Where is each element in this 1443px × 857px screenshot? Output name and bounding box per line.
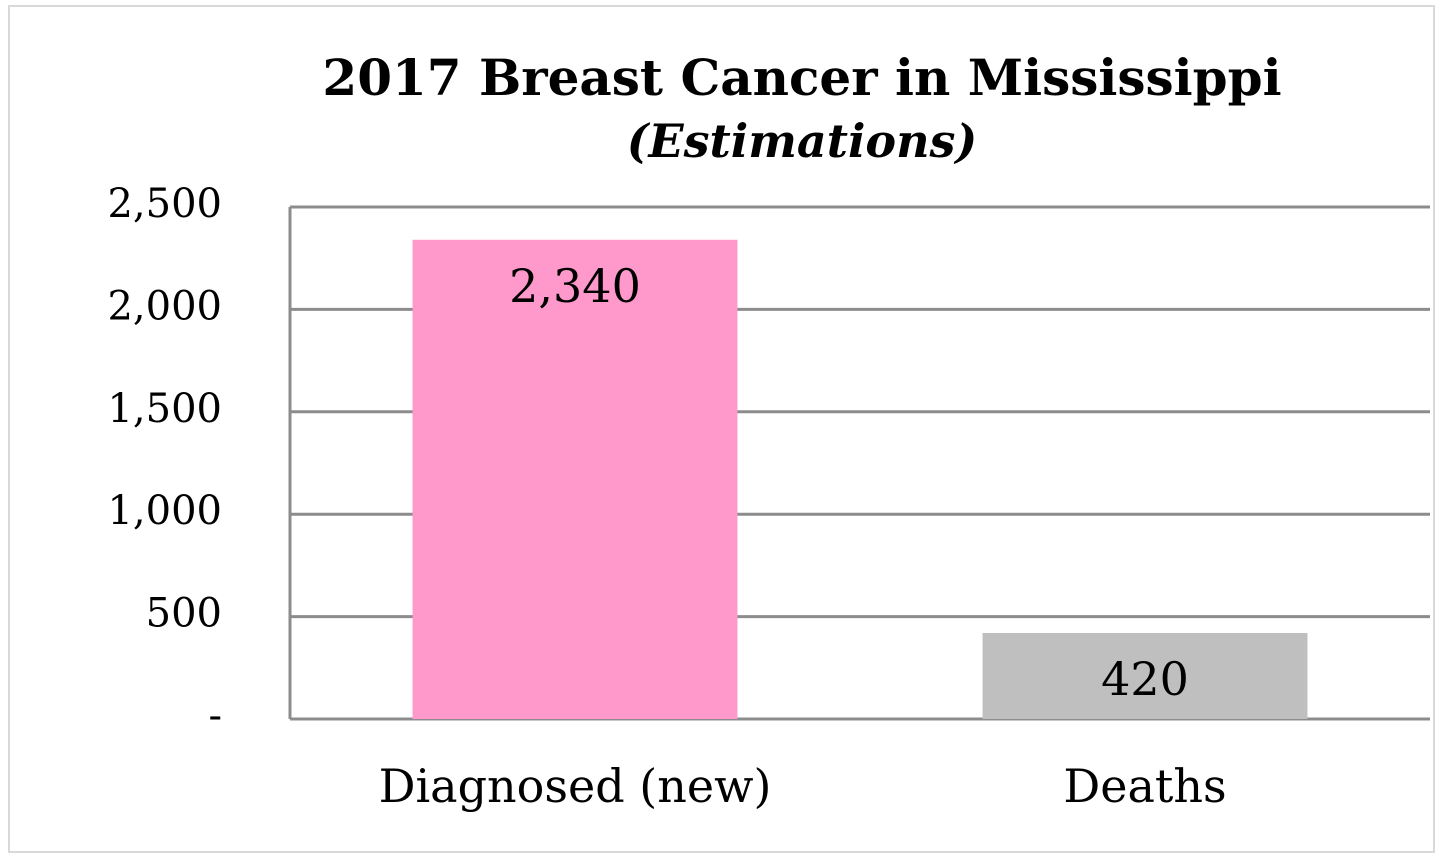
chart-subtitle: (Estimations) bbox=[627, 114, 977, 168]
y-tick-label: 1,500 bbox=[107, 386, 222, 432]
y-tick-label: 2,500 bbox=[107, 181, 222, 227]
y-tick-label: - bbox=[208, 693, 222, 739]
bar bbox=[412, 239, 738, 719]
data-label: 2,340 bbox=[509, 259, 641, 313]
y-tick-label: 1,000 bbox=[107, 488, 222, 534]
bar bbox=[982, 632, 1308, 719]
y-tick-label: 2,000 bbox=[107, 283, 222, 329]
data-label: 420 bbox=[1101, 652, 1189, 706]
x-tick-label: Deaths bbox=[1063, 759, 1226, 813]
y-tick-label: 500 bbox=[146, 591, 222, 637]
x-tick-label: Diagnosed (new) bbox=[379, 759, 772, 813]
chart-title: 2017 Breast Cancer in Mississippi bbox=[322, 48, 1281, 107]
